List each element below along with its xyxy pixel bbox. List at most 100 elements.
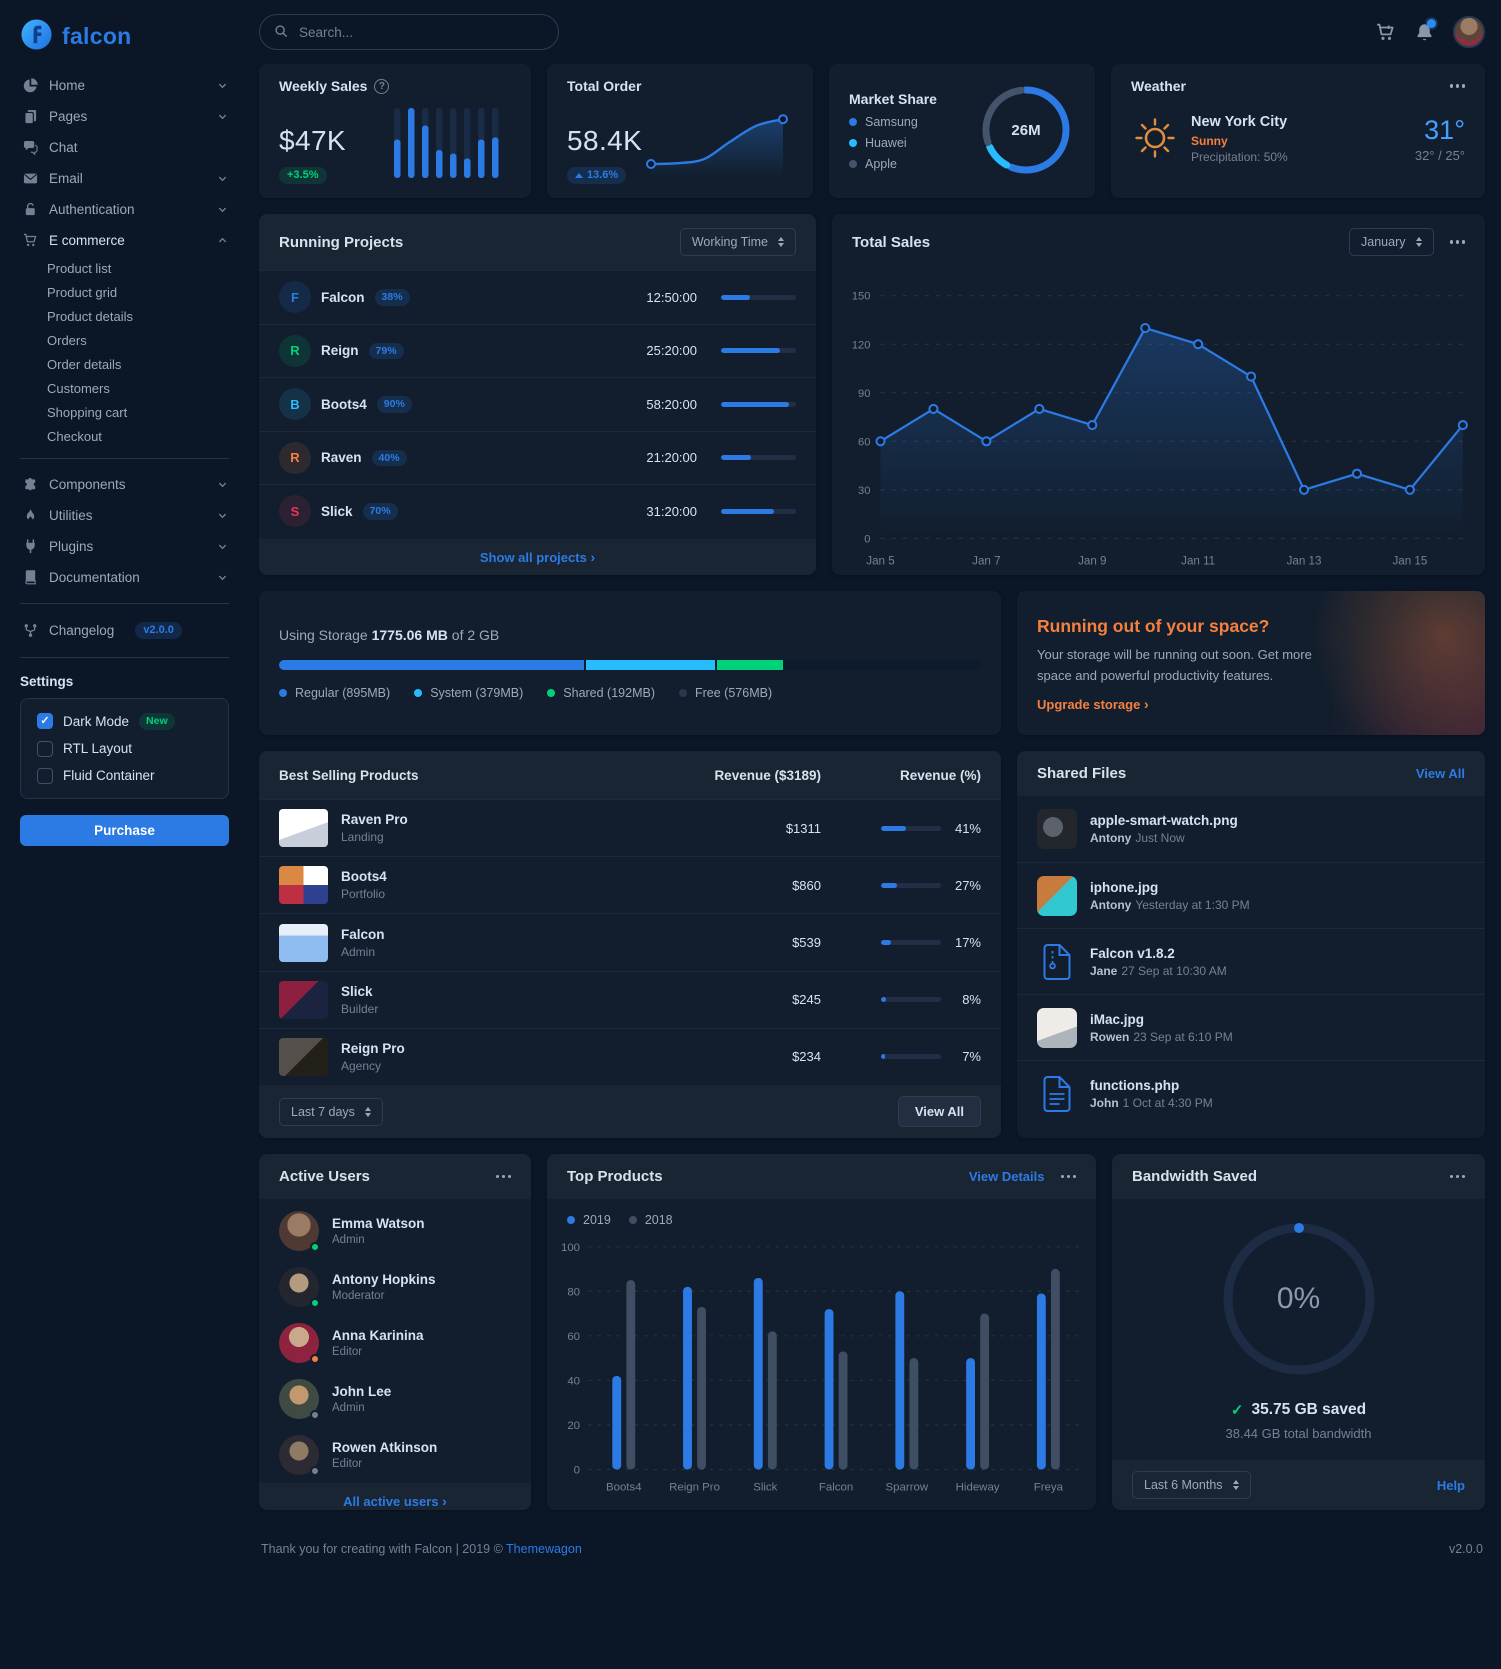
weather-city: New York City xyxy=(1191,114,1288,130)
ellipsis-menu-button[interactable] xyxy=(1449,1174,1465,1179)
last-6-months-select[interactable]: Last 6 Months xyxy=(1132,1471,1251,1499)
rtl-layout-toggle[interactable]: RTL Layout xyxy=(37,740,212,757)
book-icon xyxy=(22,570,38,585)
sidebar-item-authentication[interactable]: Authentication xyxy=(20,194,229,225)
progress-badge: 40% xyxy=(371,449,407,466)
storage-title: Using Storage 1775.06 MB of 2 GB xyxy=(279,626,500,643)
checkbox-icon[interactable] xyxy=(37,740,53,757)
product-thumbnail xyxy=(279,923,328,962)
themewagon-link[interactable]: Themewagon xyxy=(506,1542,582,1556)
list-item[interactable]: iMac.jpg Rowen 23 Sep at 6:10 PM xyxy=(1017,994,1485,1060)
plug-icon xyxy=(22,539,38,554)
sidebar-item-shopping-cart[interactable]: Shopping cart xyxy=(47,404,128,420)
sidebar-item-order-details[interactable]: Order details xyxy=(47,356,122,372)
view-all-button[interactable]: View All xyxy=(897,1096,981,1128)
list-item[interactable]: apple-smart-watch.png Antony Just Now xyxy=(1017,796,1485,862)
code-file-icon xyxy=(1037,1075,1077,1112)
sidebar-item-customers[interactable]: Customers xyxy=(47,380,110,396)
table-row[interactable]: Slick Builder $245 8% xyxy=(259,970,1001,1028)
main-content: Weekly Sales ? $47K +3.5% Total Order xyxy=(243,0,1501,1556)
table-row[interactable]: Reign Pro Agency $234 7% xyxy=(259,1027,1001,1085)
version-badge: v2.0.0 xyxy=(135,622,182,639)
list-item[interactable]: Anna Karinina Editor xyxy=(259,1315,531,1371)
card-title: Top Products xyxy=(567,1168,663,1185)
sidebar-item-home[interactable]: Home xyxy=(20,70,229,101)
sidebar-item-changelog[interactable]: Changelog v2.0.0 xyxy=(20,614,229,647)
sidebar-item-plugins[interactable]: Plugins xyxy=(20,531,229,562)
sidebar-item-chat[interactable]: Chat xyxy=(20,132,229,163)
weather-condition: Sunny xyxy=(1191,134,1228,148)
sidebar-item-product-list[interactable]: Product list xyxy=(47,260,112,276)
avatar[interactable] xyxy=(1453,16,1485,48)
table-row[interactable]: Boots4 Portfolio $860 27% xyxy=(259,856,1001,913)
month-select[interactable]: January xyxy=(1349,228,1434,256)
purchase-button[interactable]: Purchase xyxy=(20,814,229,846)
show-all-projects-link[interactable]: Show all projects › xyxy=(479,549,596,565)
list-item[interactable]: John Lee Admin xyxy=(259,1371,531,1427)
list-item[interactable]: Antony Hopkins Moderator xyxy=(259,1259,531,1315)
project-row[interactable]: R Reign 79% 25:20:00 xyxy=(259,323,816,378)
search-input[interactable] xyxy=(297,23,544,41)
sidebar-item-product-details[interactable]: Product details xyxy=(47,308,133,324)
sidebar-item-documentation[interactable]: Documentation xyxy=(20,562,229,593)
help-circle-icon[interactable]: ? xyxy=(374,78,390,94)
list-item[interactable]: Rowen Atkinson Editor xyxy=(259,1427,531,1483)
project-row[interactable]: S Slick 70% 31:20:00 xyxy=(259,484,816,538)
sidebar: falcon Home Pages Chat Email xyxy=(0,0,243,1556)
working-time-select[interactable]: Working Time xyxy=(679,228,796,256)
sidebar-item-orders[interactable]: Orders xyxy=(47,332,87,348)
ellipsis-menu-button[interactable] xyxy=(1060,1174,1076,1179)
project-row[interactable]: B Boots4 90% 58:20:00 xyxy=(259,377,816,431)
svg-text:26M: 26M xyxy=(1011,122,1040,139)
status-dot xyxy=(310,1410,320,1420)
weekly-sales-badge: +3.5% xyxy=(279,167,327,184)
table-row[interactable]: Falcon Admin $539 17% xyxy=(259,913,1001,970)
sidebar-item-pages[interactable]: Pages xyxy=(20,101,229,132)
project-row[interactable]: R Raven 40% 21:20:00 xyxy=(259,430,816,485)
all-active-users-link[interactable]: All active users › xyxy=(343,1493,447,1509)
sidebar-nav: Home Pages Chat Email Authentication xyxy=(20,70,229,593)
sidebar-item-components[interactable]: Components xyxy=(20,469,229,500)
dark-mode-toggle[interactable]: Dark Mode New xyxy=(37,713,212,730)
ellipsis-menu-button[interactable] xyxy=(1449,84,1465,88)
brand-logo[interactable]: falcon xyxy=(20,14,229,70)
sidebar-item-email[interactable]: Email xyxy=(20,163,229,194)
help-link[interactable]: Help xyxy=(1436,1477,1465,1493)
project-row[interactable]: F Falcon 38% 12:50:00 xyxy=(259,270,816,324)
list-item[interactable]: iphone.jpg Antony Yesterday at 1:30 PM xyxy=(1017,862,1485,928)
sidebar-item-utilities[interactable]: Utilities xyxy=(20,500,229,531)
search-box[interactable] xyxy=(259,14,559,50)
view-details-link[interactable]: View Details xyxy=(968,1169,1045,1184)
cart-icon[interactable] xyxy=(1375,22,1396,43)
bell-icon[interactable] xyxy=(1414,18,1436,43)
sidebar-item-ecommerce[interactable]: E commerce xyxy=(20,225,229,256)
best-selling-products-card: Best Selling Products Revenue ($3189) Re… xyxy=(259,751,1001,1138)
pages-icon xyxy=(22,109,38,124)
storage-segment xyxy=(279,659,585,670)
list-item[interactable]: functions.php John 1 Oct at 4:30 PM xyxy=(1017,1060,1485,1126)
envelope-icon xyxy=(22,171,38,186)
chevron-down-icon xyxy=(218,511,227,520)
sidebar-item-checkout[interactable]: Checkout xyxy=(47,428,102,444)
upgrade-storage-link[interactable]: Upgrade storage › xyxy=(1037,695,1149,712)
flame-icon xyxy=(22,508,38,523)
list-item[interactable]: Emma Watson Admin xyxy=(259,1203,531,1259)
list-item[interactable]: Falcon v1.8.2 Jane 27 Sep at 10:30 AM xyxy=(1017,928,1485,994)
table-row[interactable]: Raven Pro Landing $1311 41% xyxy=(259,799,1001,856)
legend-item: Free (576MB) xyxy=(679,686,772,700)
weather-temp: 31° xyxy=(1424,115,1465,145)
card-title: Weekly Sales xyxy=(279,78,368,94)
view-all-link[interactable]: View All xyxy=(1415,766,1465,781)
checkbox-checked-icon[interactable] xyxy=(37,713,53,730)
code-branch-icon xyxy=(22,623,38,638)
total-order-badge: 13.6% xyxy=(567,167,627,184)
ellipsis-menu-button[interactable] xyxy=(1449,240,1465,244)
ellipsis-menu-button[interactable] xyxy=(495,1174,511,1179)
sidebar-item-product-grid[interactable]: Product grid xyxy=(47,284,118,300)
checkbox-icon[interactable] xyxy=(37,767,53,784)
last-7-days-select[interactable]: Last 7 days xyxy=(279,1097,383,1126)
weekly-sales-chart xyxy=(389,105,511,184)
project-time: 25:20:00 xyxy=(646,343,697,359)
fluid-container-toggle[interactable]: Fluid Container xyxy=(37,767,212,784)
user-list: Emma Watson Admin Antony Hopkins Moderator… xyxy=(259,1199,531,1483)
